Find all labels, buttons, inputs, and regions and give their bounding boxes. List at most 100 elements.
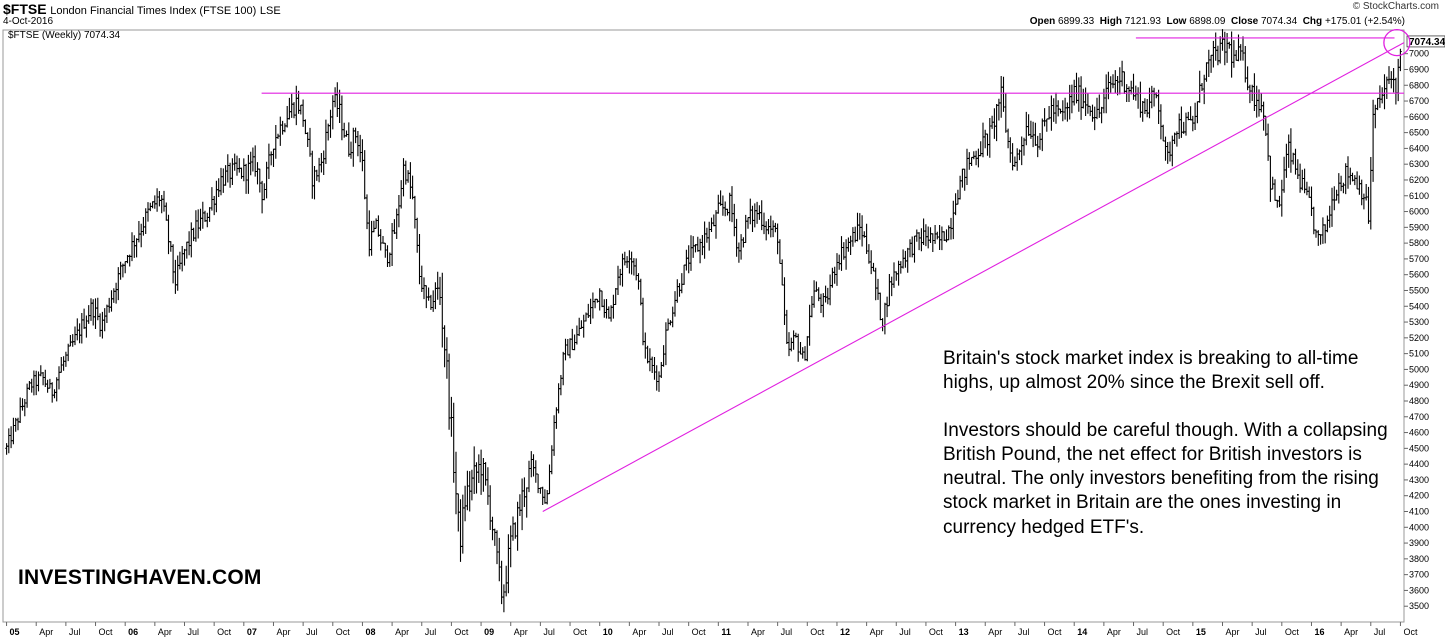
- x-tick-label: Jul: [1018, 627, 1030, 637]
- x-tick-label: Apr: [514, 627, 528, 637]
- x-tick-label: 13: [959, 627, 969, 637]
- symbol-ticker: $FTSE: [3, 1, 47, 17]
- y-tick-label: 6700: [1409, 96, 1429, 106]
- highlight-circle: [1383, 28, 1411, 57]
- exchange-label: LSE: [259, 5, 281, 17]
- y-tick-label: 5600: [1409, 270, 1429, 280]
- x-tick-label: Apr: [1344, 627, 1358, 637]
- x-tick-label: Oct: [217, 627, 232, 637]
- x-tick-label: Jul: [425, 627, 437, 637]
- x-tick-label: Apr: [276, 627, 290, 637]
- x-tick-label: Jul: [1374, 627, 1386, 637]
- high-label: High: [1099, 16, 1122, 27]
- x-tick-label: Apr: [870, 627, 884, 637]
- copyright-label: © StockCharts.com: [1352, 1, 1439, 12]
- x-tick-label: Oct: [810, 627, 825, 637]
- x-tick-label: 16: [1314, 627, 1324, 637]
- x-tick-label: 07: [247, 627, 257, 637]
- annotation-paragraph-1: Britain's stock market index is breaking…: [943, 348, 1359, 394]
- ohlc-summary: Open 6899.33 High 7121.93 Low 6898.09 Cl…: [1030, 17, 1405, 27]
- close-value: 7074.34: [1260, 16, 1298, 27]
- chart-date: 4-Oct-2016: [3, 16, 54, 27]
- x-tick-label: 11: [721, 627, 731, 637]
- y-tick-label: 5800: [1409, 238, 1429, 248]
- y-tick-label: 5500: [1409, 285, 1429, 295]
- y-tick-label: 5900: [1409, 222, 1429, 232]
- ohlc-bar: [1399, 48, 1402, 72]
- x-tick-label: Jul: [899, 627, 911, 637]
- annotation-paragraph-2: Investors should be careful though. With…: [943, 419, 1388, 538]
- y-tick-label: 7000: [1409, 49, 1429, 59]
- brand-watermark: INVESTINGHAVEN.COM: [18, 566, 262, 589]
- x-tick-label: Apr: [158, 627, 172, 637]
- low-value: 6898.09: [1189, 16, 1226, 27]
- x-tick-label: Jul: [1255, 627, 1267, 637]
- chg-label: Chg: [1302, 16, 1323, 27]
- chart-symbol: $FTSE London Financial Times Index (FTSE…: [3, 2, 281, 17]
- y-tick-label: 5400: [1409, 301, 1429, 311]
- x-tick-label: Apr: [751, 627, 765, 637]
- y-tick-label: 6800: [1409, 80, 1429, 90]
- x-tick-label: Oct: [1285, 627, 1300, 637]
- x-tick-label: Oct: [929, 627, 944, 637]
- symbol-name: London Financial Times Index (FTSE 100): [50, 5, 257, 17]
- y-tick-label: 4700: [1409, 412, 1429, 422]
- close-label: Close: [1230, 16, 1259, 27]
- x-tick-label: Oct: [1048, 627, 1063, 637]
- y-tick-label: 6500: [1409, 128, 1429, 138]
- x-tick-label: Jul: [543, 627, 555, 637]
- x-tick-label: 05: [10, 627, 20, 637]
- x-tick-label: Jul: [781, 627, 793, 637]
- x-tick-label: Apr: [988, 627, 1002, 637]
- x-tick-label: Jul: [1137, 627, 1149, 637]
- x-tick-label: 09: [484, 627, 494, 637]
- open-label: Open: [1029, 16, 1056, 27]
- ohlc-bars: [5, 29, 1402, 613]
- annotation-text: Britain's stock market index is breaking…: [943, 347, 1403, 563]
- y-tick-label: 5700: [1409, 254, 1429, 264]
- x-tick-label: Oct: [1403, 627, 1418, 637]
- y-tick-label: 6200: [1409, 175, 1429, 185]
- open-value: 6899.33: [1058, 16, 1095, 27]
- x-tick-label: Apr: [1225, 627, 1239, 637]
- y-tick-label: 4000: [1409, 522, 1429, 532]
- y-tick-label: 6100: [1409, 191, 1429, 201]
- x-tick-label: 06: [128, 627, 138, 637]
- high-value: 7121.93: [1124, 16, 1161, 27]
- y-tick-label: 4300: [1409, 475, 1429, 485]
- y-tick-label: 6600: [1409, 112, 1429, 122]
- series-legend: $FTSE (Weekly) 7074.34: [8, 30, 121, 41]
- x-tick-label: Oct: [692, 627, 707, 637]
- y-tick-label: 4400: [1409, 459, 1429, 469]
- x-tick-label: Apr: [395, 627, 409, 637]
- x-tick-label: Apr: [632, 627, 646, 637]
- y-tick-label: 5000: [1409, 364, 1429, 374]
- last-value-box: [1406, 35, 1445, 48]
- x-tick-label: 15: [1196, 627, 1206, 637]
- y-tick-label: 5200: [1409, 333, 1429, 343]
- y-tick-label: 6400: [1409, 143, 1429, 153]
- y-tick-label: 4900: [1409, 380, 1429, 390]
- x-tick-label: 14: [1077, 627, 1087, 637]
- x-tick-label: 12: [840, 627, 850, 637]
- x-tick-label: Jul: [69, 627, 81, 637]
- y-tick-label: 3500: [1409, 601, 1429, 611]
- x-tick-label: Jul: [662, 627, 674, 637]
- x-tick-label: Jul: [188, 627, 200, 637]
- y-tick-label: 6000: [1409, 207, 1429, 217]
- x-tick-label: Apr: [1107, 627, 1121, 637]
- y-tick-label: 4600: [1409, 428, 1429, 438]
- y-tick-label: 6900: [1409, 64, 1429, 74]
- y-tick-label: 3800: [1409, 554, 1429, 564]
- last-value-label: 7074.34: [1409, 37, 1445, 48]
- y-tick-label: 5300: [1409, 317, 1429, 327]
- x-tick-label: Oct: [454, 627, 469, 637]
- y-tick-label: 3700: [1409, 570, 1429, 580]
- y-tick-label: 6300: [1409, 159, 1429, 169]
- plot-frame: [2, 29, 1405, 623]
- y-tick-label: 3600: [1409, 585, 1429, 595]
- y-tick-label: 4200: [1409, 491, 1429, 501]
- low-label: Low: [1166, 16, 1187, 27]
- x-tick-label: Oct: [99, 627, 114, 637]
